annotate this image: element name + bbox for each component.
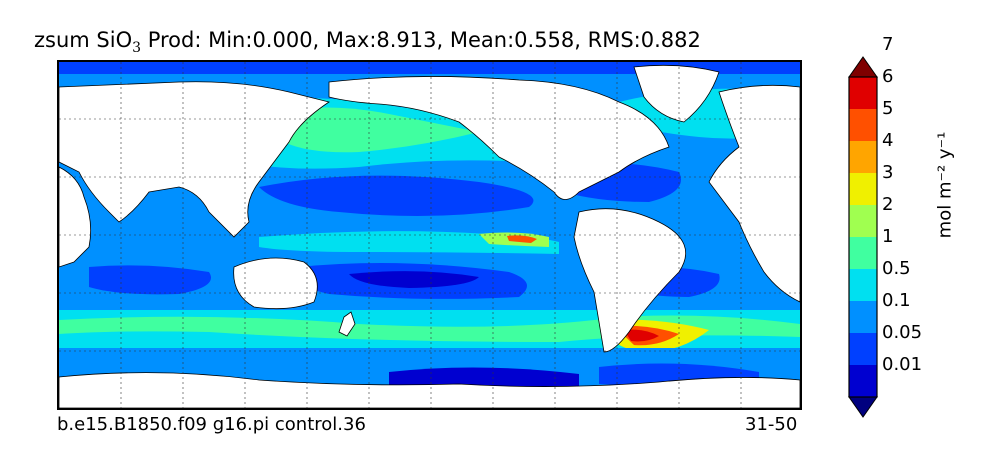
continent-south-america bbox=[573, 208, 687, 353]
colorbar-segment bbox=[849, 269, 877, 301]
colorbar-units: mol m⁻² y⁻¹ bbox=[934, 131, 956, 239]
indian-ocean-gyre bbox=[89, 265, 211, 295]
antarctic-blue bbox=[59, 348, 800, 368]
island-greenland bbox=[633, 64, 720, 123]
colorbar-segment bbox=[849, 77, 877, 109]
colorbar-tick-label: 6 bbox=[882, 66, 894, 87]
colorbar-segment bbox=[849, 237, 877, 269]
continent-north-america bbox=[328, 76, 670, 200]
colorbar-tick-label: 3 bbox=[882, 162, 894, 183]
island-new-zealand bbox=[338, 311, 356, 337]
continent-australia bbox=[233, 257, 318, 310]
colorbar-segment bbox=[849, 301, 877, 333]
colorbar-segment bbox=[849, 173, 877, 205]
arctic-band bbox=[59, 62, 800, 74]
years-label: 31-50 bbox=[745, 414, 798, 435]
colorbar-tick-label: 0.05 bbox=[882, 322, 923, 343]
north-pacific-green bbox=[279, 107, 479, 153]
colorbar-segment bbox=[849, 365, 877, 397]
colorbar bbox=[848, 56, 878, 418]
colorbar-segment bbox=[849, 333, 877, 365]
colorbar-tick-label: 2 bbox=[882, 194, 894, 215]
colorbar-max-arrow bbox=[848, 56, 878, 78]
continent-asia bbox=[59, 81, 330, 238]
colorbar-frame bbox=[848, 76, 878, 398]
map-title: zsum SiO3 Prod: Min:0.000, Max:8.913, Me… bbox=[34, 28, 701, 57]
landmasses bbox=[59, 64, 800, 408]
colorbar-tick-label: 0.01 bbox=[882, 354, 923, 375]
colorbar-segment bbox=[849, 109, 877, 141]
continent-antarctica bbox=[59, 372, 800, 408]
colorbar-min-arrow bbox=[848, 396, 878, 418]
colorbar-tick-label: 1 bbox=[882, 226, 894, 247]
east-pacific-peak bbox=[507, 235, 537, 243]
colorbar-tick-label: 7 bbox=[882, 34, 894, 55]
continent-europe-africa bbox=[708, 84, 800, 303]
colorbar-tick-label: 5 bbox=[882, 98, 894, 119]
colorbar-tick-label: 0.1 bbox=[882, 290, 911, 311]
colorbar-tick-label: 0.5 bbox=[882, 258, 911, 279]
map-panel bbox=[57, 60, 802, 410]
world-map bbox=[59, 62, 800, 408]
graticule bbox=[59, 62, 800, 408]
run-name-label: b.e15.B1850.f09 g16.pi control.36 bbox=[57, 414, 366, 435]
north-pacific-gyre bbox=[259, 175, 534, 216]
argentine-shelf-red bbox=[624, 329, 659, 342]
south-pacific-core bbox=[349, 271, 479, 288]
colorbar-segment bbox=[849, 205, 877, 237]
colorbar-segment bbox=[849, 141, 877, 173]
colorbar-tick-label: 4 bbox=[882, 130, 894, 151]
continent-africa-east bbox=[59, 166, 92, 268]
